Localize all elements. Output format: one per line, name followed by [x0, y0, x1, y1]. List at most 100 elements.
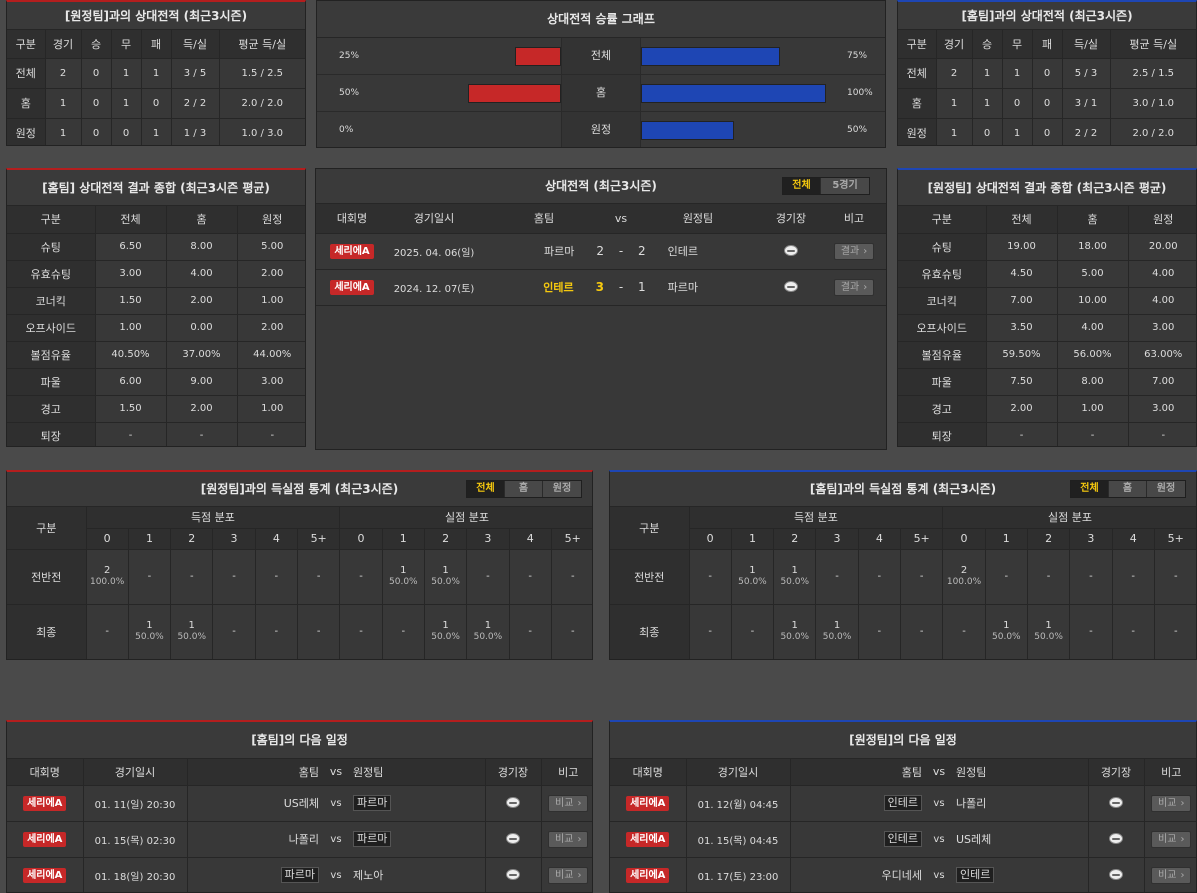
league-badge[interactable]: 세리에A: [330, 243, 374, 259]
compare-button[interactable]: 비교 ›: [548, 866, 589, 884]
goal-count-header: 4: [509, 528, 552, 550]
goal-count-header: 3: [466, 528, 510, 550]
score-dash: -: [608, 269, 634, 306]
note-cell: 결과 ›: [820, 269, 886, 306]
compare-button[interactable]: 비교 ›: [1151, 794, 1192, 812]
tab-away[interactable]: 원정: [1147, 481, 1185, 497]
goals-left-title: [원정팀]과의 득실점 통계 (최근3시즌) 전체 홈 원정: [7, 472, 592, 507]
cell-value: 5.00: [1057, 260, 1129, 288]
result-button[interactable]: 결과 ›: [833, 242, 875, 260]
column-header: 승: [972, 30, 1003, 59]
dist-cell: -: [858, 604, 901, 659]
dist-cell: 1 50.0%: [731, 549, 775, 605]
gubun-header: 구분: [7, 507, 87, 550]
cell-value: 2.00: [986, 395, 1058, 423]
tab-all[interactable]: 전체: [783, 178, 821, 194]
tab-home[interactable]: 홈: [505, 481, 543, 497]
row-label: 최종: [7, 604, 87, 659]
stadium-icon[interactable]: [506, 797, 520, 809]
dist-count: -: [274, 625, 279, 637]
league-badge[interactable]: 세리에A: [23, 795, 67, 811]
next-schedule-home-panel: [홈팀]의 다음 일정 대회명 경기일시 홈팀 vs 원정팀 경기장 비고 세리에A 01. 1…: [6, 720, 593, 893]
graph-row-label: 홈: [561, 75, 641, 111]
league-badge[interactable]: 세리에A: [23, 831, 67, 847]
cell-value: 3.00: [1128, 395, 1196, 423]
stadium-icon[interactable]: [1109, 833, 1123, 845]
stadium-icon[interactable]: [506, 833, 520, 845]
away-team: US레체: [956, 833, 992, 846]
tab-home[interactable]: 홈: [1109, 481, 1147, 497]
league-badge[interactable]: 세리에A: [23, 867, 67, 883]
dist-cell: 1 50.0%: [1027, 604, 1071, 659]
dist-count: 1: [442, 565, 449, 576]
cell-value: 0: [1002, 88, 1033, 119]
away-team: 파르마: [353, 795, 392, 811]
league-badge[interactable]: 세리에A: [626, 867, 670, 883]
next-away-title: [원정팀]의 다음 일정: [610, 722, 1196, 759]
cell-value: 4.00: [166, 260, 238, 288]
cell-value: -: [1128, 422, 1196, 446]
away-team-header: 원정팀: [634, 204, 762, 234]
column-header: 전체: [986, 206, 1058, 234]
stadium-icon[interactable]: [784, 281, 798, 293]
home-score: 2: [596, 244, 604, 258]
column-header: 평균 득/실: [1110, 30, 1196, 59]
column-header: 무: [1002, 30, 1033, 59]
header-row: 대회명 경기일시 홈팀 vs 원정팀 경기장 비고: [316, 204, 886, 234]
h2h-home-title: [홈팀]과의 상대전적 (최근3시즌): [898, 2, 1196, 30]
h2h-matches-panel: 상대전적 (최근3시즌) 전체 5경기 대회명 경기일시 홈팀 vs 원정팀 경기장 비고 세…: [315, 168, 887, 450]
away-team: 파르마: [353, 831, 392, 847]
dist-percent: 100.0%: [946, 577, 982, 587]
compare-button[interactable]: 비교 ›: [1151, 866, 1192, 884]
table-row: 코너킥 1.50 2.00 1.00: [7, 287, 305, 315]
stadium-icon[interactable]: [1109, 797, 1123, 809]
table-row: 최종 -1 50.0% 1 50.0% - - - - -1 50.0% 1 50.0% - -: [7, 604, 592, 659]
table-row: 최종 - -1 50.0% 1 50.0% - - -1 50.0% 1 50.0% - - -: [610, 604, 1196, 659]
tab-all[interactable]: 전체: [467, 481, 505, 497]
venue-header: 경기장: [762, 204, 820, 234]
league-cell: 세리에A: [7, 821, 84, 858]
stadium-icon[interactable]: [784, 245, 798, 257]
league-badge[interactable]: 세리에A: [626, 795, 670, 811]
dist-percent: 50.0%: [473, 632, 503, 642]
tab-5-games[interactable]: 5경기: [821, 178, 869, 194]
goal-count-header: 0: [86, 528, 129, 550]
result-button[interactable]: 결과 ›: [833, 278, 875, 296]
league-badge[interactable]: 세리에A: [626, 831, 670, 847]
cell-value: 3.50: [986, 314, 1058, 342]
table-row: 전체 2 1 1 0 5 / 3 2.5 / 1.5: [898, 58, 1196, 89]
goal-count-header: 2: [1027, 528, 1071, 550]
tab-all[interactable]: 전체: [1071, 481, 1109, 497]
dist-cell: -: [689, 549, 732, 605]
dist-cell: -: [339, 604, 383, 659]
stadium-icon[interactable]: [506, 869, 520, 881]
league-badge[interactable]: 세리에A: [330, 279, 374, 295]
home-team: 인테르: [883, 831, 922, 847]
compare-button[interactable]: 비교 ›: [1151, 830, 1192, 848]
goal-count-header: 0: [942, 528, 986, 550]
away-cell: 파르마: [349, 785, 486, 822]
cell-value: 1.00: [237, 287, 305, 315]
scored-header: 득점 분포: [86, 507, 341, 529]
stadium-icon[interactable]: [1109, 869, 1123, 881]
cell-value: -: [166, 422, 238, 446]
note-cell: 비교 ›: [541, 785, 592, 822]
compare-button[interactable]: 비교 ›: [548, 794, 589, 812]
cell-value: 0: [1032, 58, 1063, 89]
cell-value: 2.0 / 2.0: [1110, 118, 1196, 145]
dist-percent: 50.0%: [992, 632, 1021, 642]
league-cell: 세리에A: [7, 857, 84, 892]
dist-cell: -: [900, 549, 944, 605]
away-score: 1: [638, 280, 646, 294]
goal-count-header: 3: [1069, 528, 1113, 550]
venue-cell: [485, 857, 542, 892]
compare-button[interactable]: 비교 ›: [548, 830, 589, 848]
home-team-header: 홈팀: [187, 759, 323, 786]
tab-away[interactable]: 원정: [543, 481, 581, 497]
cell-value: 1: [1002, 58, 1033, 89]
h2h-matches-table: 대회명 경기일시 홈팀 vs 원정팀 경기장 비고 세리에A 2025. 04. 06(일) 파르…: [316, 204, 886, 306]
cell-value: 1.5 / 2.5: [219, 58, 305, 89]
goal-count-header: 3: [815, 528, 859, 550]
dist-count: -: [528, 625, 532, 637]
goal-count-header: 5+: [900, 528, 944, 550]
